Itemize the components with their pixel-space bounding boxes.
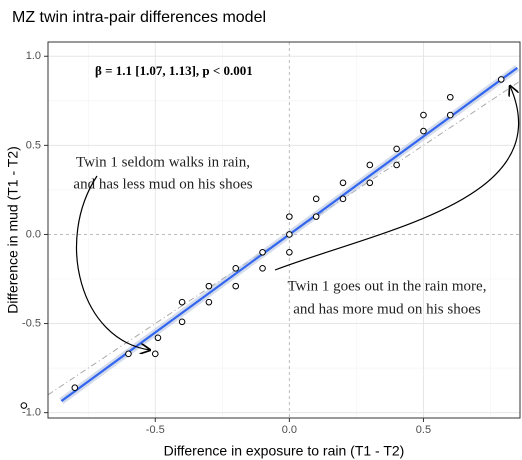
- point: [366, 161, 374, 169]
- point: [151, 350, 159, 358]
- point: [286, 213, 293, 220]
- point: [232, 282, 240, 290]
- point: [178, 298, 186, 306]
- point: [497, 76, 505, 83]
- y-tick-label: 0.5: [26, 139, 41, 151]
- point: [339, 195, 347, 203]
- y-tick-label: 0.0: [26, 228, 41, 240]
- panel-border: [47, 41, 521, 419]
- point: [286, 248, 293, 256]
- point: [393, 145, 400, 153]
- y-tick-label: -1.0: [22, 407, 41, 419]
- point: [366, 179, 374, 187]
- chart-title: MZ twin intra-pair differences model: [12, 9, 266, 26]
- arrow: [274, 86, 519, 271]
- x-tick-label: 0.5: [416, 424, 431, 436]
- y-axis-title: Difference in mud (T1 - T2): [5, 146, 21, 314]
- right-annotation: Twin 1 goes out in the rain more,: [288, 278, 487, 294]
- point: [232, 265, 240, 272]
- point: [420, 111, 427, 119]
- point: [154, 334, 162, 342]
- point: [446, 93, 454, 101]
- point: [259, 248, 266, 256]
- point: [71, 384, 79, 392]
- beta-annotation: β = 1.1 [1.07, 1.13], p < 0.001: [95, 63, 253, 78]
- point: [312, 213, 320, 220]
- point: [393, 161, 400, 169]
- point: [205, 298, 213, 306]
- point: [286, 231, 293, 238]
- right-annotation: and has more mud on his shoes: [293, 301, 481, 317]
- x-tick-label: -0.5: [146, 424, 165, 436]
- point: [339, 179, 347, 187]
- point: [420, 127, 427, 135]
- x-axis-title: Difference in exposure to rain (T1 - T2): [164, 443, 405, 459]
- point: [312, 195, 320, 203]
- point: [178, 318, 186, 326]
- point: [20, 402, 28, 409]
- left-annotation: Twin 1 seldom walks in rain,: [76, 154, 250, 170]
- point: [259, 265, 266, 272]
- arrow: [75, 175, 150, 350]
- point: [205, 282, 213, 290]
- y-tick-label: 1.0: [26, 50, 41, 62]
- y-tick-label: -0.5: [22, 317, 41, 329]
- point: [446, 111, 454, 119]
- left-annotation: and has less mud on his shoes: [73, 176, 252, 192]
- x-tick-label: 0.0: [282, 424, 297, 436]
- point: [125, 350, 132, 358]
